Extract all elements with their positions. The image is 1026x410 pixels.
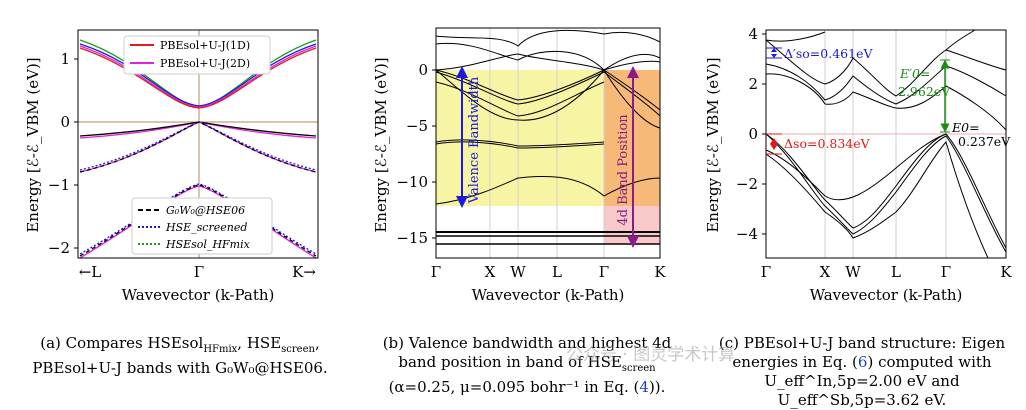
panel-c-ytick: 0: [748, 125, 758, 143]
panel-a-xtick: ←L: [79, 263, 102, 281]
panel-c-xlabel: Wavevector (k-Path): [810, 286, 963, 304]
panel-b-ytick: −10: [396, 173, 428, 191]
panel-b-ylabel: Energy [ℰ-ℰ_VBM (eV)]: [372, 57, 390, 232]
panel-a-x-ticks: ←L Γ K→: [79, 263, 317, 281]
panel-a-ytick: −2: [48, 239, 70, 257]
panel-c-bands: [765, 29, 1007, 259]
caption-a-sub: screen: [281, 344, 315, 355]
panel-b-xtick: X: [485, 263, 496, 281]
panel-c-x-ticks: Γ X W L Γ K: [761, 263, 1013, 281]
panel-a: 1 0 −1 −2 ←L Γ K→ Wavevector (k-Path) En…: [24, 29, 319, 304]
legend-hse: HSE_screened: [165, 221, 247, 234]
panel-a-legend-top: PBEsol+U-J(1D) PBEsol+U-J(2D): [123, 35, 271, 75]
panel-c: Δ′so=0.461eV Δso=0.834eV E′0= 2.962eV E0…: [704, 25, 1012, 304]
panel-a-ylabel: Energy [ℰ-ℰ_VBM (eV)]: [24, 57, 42, 232]
caption-c-text: ) computed with: [867, 353, 992, 371]
panel-b-x-ticks: Γ X W L Γ K: [431, 263, 667, 281]
panel-b-ytick: 0: [418, 61, 428, 79]
caption-b-text: )).: [648, 378, 666, 396]
panel-c-xtick: W: [845, 263, 861, 281]
caption-a-text: , HSE: [237, 334, 282, 352]
panel-a-ytick: 1: [60, 50, 70, 68]
panel-a-ytick: 0: [60, 113, 70, 131]
caption-b-text: band position in band of HSE: [398, 353, 622, 371]
panel-c-ytick: −2: [736, 175, 758, 193]
e0-prime-value: 2.962eV: [898, 84, 951, 99]
caption-c-line3: U_eff^In,5p=2.00 eV and U_eff^Sb,5p=3.62…: [764, 372, 960, 409]
panel-c-xtick: Γ: [941, 263, 951, 281]
panel-b-ytick: −15: [396, 229, 428, 247]
panel-b-xtick: L: [552, 263, 562, 281]
caption-b-eq-ref[interactable]: 4: [639, 378, 649, 396]
panel-b: Valence Bandwidth 4d Band Position 0 −5 …: [372, 27, 667, 304]
panel-c-xtick: X: [820, 263, 831, 281]
panel-a-y-ticks: 1 0 −1 −2: [48, 50, 78, 257]
caption-a-text: ,: [314, 334, 320, 352]
panel-c-xtick: K: [1000, 263, 1012, 281]
panel-c-ytick: −4: [736, 225, 758, 243]
panel-c-xtick: Γ: [761, 263, 771, 281]
panel-c-y-ticks: 4 2 0 −2 −4: [736, 25, 766, 243]
caption-c: (c) PBEsol+U-J band structure: Eigen ene…: [700, 334, 1024, 410]
panel-c-annotations: Δ′so=0.461eV Δso=0.834eV E′0= 2.962eV E0…: [766, 46, 1011, 155]
caption-c-eq-ref[interactable]: 6: [857, 353, 868, 371]
band4d-label: 4d Band Position: [616, 114, 631, 226]
legend-hsesol: HSEsol_HFmix: [165, 238, 251, 251]
panel-a-xlabel: Wavevector (k-Path): [122, 286, 275, 304]
caption-b-line1: (b) Valence bandwidth and highest 4d: [382, 334, 672, 352]
panel-b-xlabel: Wavevector (k-Path): [472, 286, 625, 304]
watermark: 公众号 · 图灵学术计算: [566, 345, 736, 365]
panel-b-xtick: Γ: [431, 263, 441, 281]
panel-a-xtick: K→: [292, 263, 316, 281]
panel-b-y-ticks: 0 −5 −10 −15: [396, 61, 436, 247]
e0-label: E0=: [951, 120, 980, 135]
delta-so: Δso=0.834eV: [784, 136, 871, 151]
panel-a-legend-bottom: G₀W₀@HSE06 HSE_screened HSEsol_HFmix: [131, 197, 273, 255]
delta-so-prime: Δ′so=0.461eV: [784, 46, 873, 61]
panel-c-xtick: L: [891, 263, 901, 281]
caption-a-line2: PBEsol+U-J bands with G₀W₀@HSE06.: [32, 359, 328, 377]
caption-b-text: (α=0.25, μ=0.095 bohr⁻¹ in Eq. (: [388, 378, 640, 396]
caption-b-sub: screen: [621, 363, 656, 374]
panel-a-xtick: Γ: [194, 263, 204, 281]
e0-prime-label: E′0=: [899, 66, 930, 81]
panel-c-ytick: 4: [748, 25, 758, 43]
legend-pbe1d: PBEsol+U-J(1D): [160, 39, 250, 52]
caption-c-line1: (c) PBEsol+U-J band structure: Eigen: [718, 334, 1006, 352]
panel-b-ytick: −5: [406, 117, 428, 135]
valence-bandwidth-label: Valence Bandwidth: [467, 76, 482, 204]
panel-b-xtick: W: [510, 263, 526, 281]
panel-c-ylabel: Energy [ℰ-ℰ_VBM (eV)]: [704, 57, 722, 232]
panel-b-xtick: Γ: [599, 263, 609, 281]
caption-b: (b) Valence bandwidth and highest 4d ban…: [362, 334, 692, 397]
caption-a-sub: HFmix: [203, 344, 238, 355]
caption-c-text: energies in Eq. (: [732, 353, 858, 371]
e0-value: 0.237eV: [958, 134, 1011, 149]
figure-canvas: 1 0 −1 −2 ←L Γ K→ Wavevector (k-Path) En…: [24, 25, 1012, 304]
legend-gw: G₀W₀@HSE06: [166, 204, 245, 217]
legend-pbe2d: PBEsol+U-J(2D): [160, 57, 250, 70]
caption-a-text: (a) Compares HSEsol: [40, 334, 204, 352]
caption-a: (a) Compares HSEsolHFmix, HSEscreen, PBE…: [4, 334, 356, 378]
panel-b-xtick: K: [654, 263, 666, 281]
panel-a-ytick: −1: [48, 176, 70, 194]
panel-c-ytick: 2: [748, 75, 758, 93]
